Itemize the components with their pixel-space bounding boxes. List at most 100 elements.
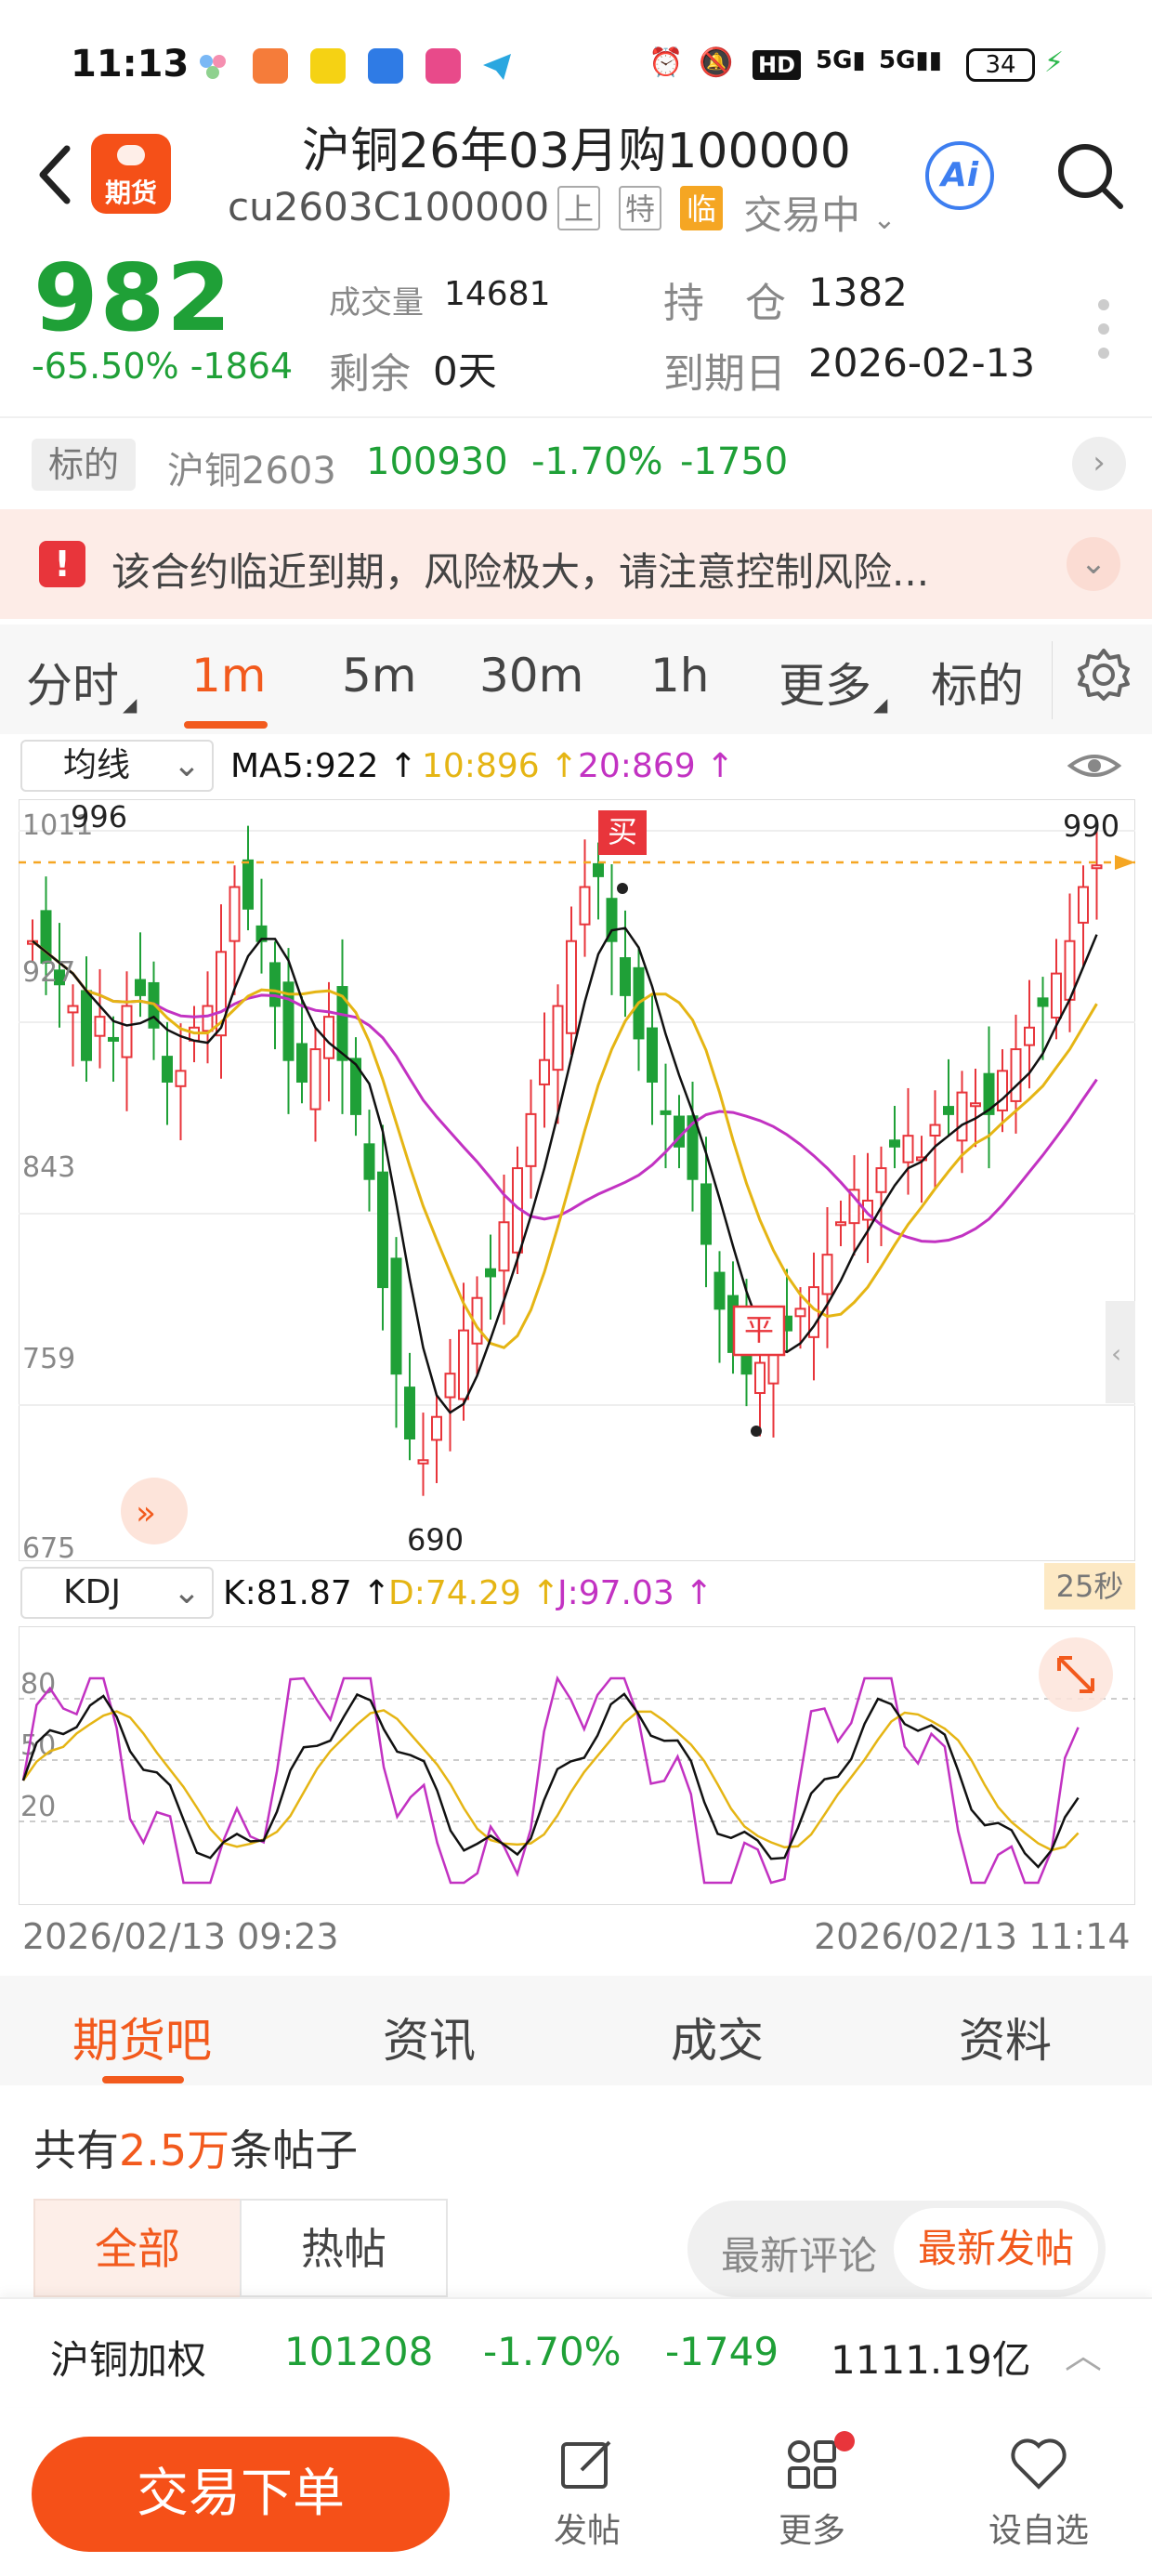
contract-title: 沪铜26年03月购100000 [302,124,851,179]
nav-watchlist-label: 设自选 [988,2512,1089,2550]
trade-order-button[interactable]: 交易下单 [32,2437,450,2552]
tab-forum[interactable]: 期货吧 [72,2014,212,2068]
ma5-line [32,927,1098,1414]
kdj-chart[interactable]: 80 50 20 [19,1626,1135,1905]
candlestick-chart[interactable]: 1011 927 843 759 675 996 690 990 买 平 » ‹ [19,799,1135,1561]
content-tab-underline [102,2076,184,2083]
risk-warning-text: 该合约临近到期，风险极大，请注意控制风险... [111,549,930,595]
kdj-label-50: 50 [20,1729,56,1762]
candle-body [336,986,348,1061]
kdj-frame [19,1626,1135,1905]
nav-more[interactable]: 更多 [756,2431,868,2552]
chevron-right-icon[interactable]: › [1072,437,1126,491]
tab-info[interactable]: 资料 [959,2014,1052,2068]
toggle-visibility-button[interactable] [1067,745,1122,786]
back-button[interactable] [26,138,82,212]
search-icon [1058,144,1123,209]
price-change: -65.50% -1864 [32,346,293,387]
chevron-down-icon: ⌄ [172,746,201,784]
close-marker-text: 平 [744,1312,774,1347]
ma10-value: 10:896 ↑ [422,747,579,785]
expand-chevron-icon[interactable]: ⌄ [1067,537,1120,591]
candle-body [566,940,577,1034]
k-value: K:81.87 ↑ [223,1574,391,1612]
index-ticker[interactable]: 沪铜加权 101208 -1.70% -1749 1111.19亿 ︿ [0,2297,1152,2407]
filter-hot[interactable]: 热帖 [240,2199,448,2297]
chevron-up-icon: ︿ [1065,2334,1102,2377]
nav-post[interactable]: 发帖 [531,2435,643,2552]
high-price-label: 996 [71,799,127,835]
change-pct: -65.50% [32,346,179,387]
candle-body [848,1189,860,1225]
ma-indicator-select[interactable]: 均线 ⌄ [20,740,214,792]
j-line [21,1675,1080,1885]
candle-body [1037,997,1049,1007]
tab-fenshi[interactable]: 分时 [26,659,119,713]
risk-warning-banner[interactable]: ! 该合约临近到期，风险极大，请注意控制风险... ⌄ [0,509,1152,619]
tab-active-underline [184,721,268,729]
candle-body [242,859,254,910]
ticker-change: -1749 [665,2329,779,2374]
mute-icon: 🔕 [699,46,734,79]
trading-status-text: 交易中 [743,192,861,238]
y-label-675: 675 [22,1532,75,1561]
tab-1h[interactable]: 1h [650,649,710,703]
warning-icon: ! [39,541,85,587]
tag-lin: 临 [680,186,723,230]
close-marker[interactable] [732,1305,786,1357]
buy-point [617,883,628,894]
candle-body [794,1308,806,1318]
gear-icon [1078,649,1130,701]
candle-body [162,1056,173,1083]
volume-label: 成交量 [329,284,424,322]
tab-30m[interactable]: 30m [479,649,584,703]
ticker-name: 沪铜加权 [50,2337,207,2383]
tab-more-dropdown-icon: ◢ [873,693,888,716]
k-line [21,1692,1080,1869]
candle-body [620,957,631,996]
more-vertical-icon[interactable] [1096,296,1111,370]
candle-body [997,1070,1008,1111]
tab-5m[interactable]: 5m [342,649,417,703]
candle-body [647,1027,658,1083]
trading-status[interactable]: 交易中 ⌄ [743,184,897,241]
candle-body [606,898,618,942]
candle-body [282,981,295,1061]
buy-marker[interactable] [598,810,647,855]
tab-underlying[interactable]: 标的 [931,659,1024,713]
tab-deals[interactable]: 成交 [671,2014,764,2068]
chart-side-handle[interactable] [1106,1301,1135,1403]
candle-body [525,1112,537,1167]
chart-settings-button[interactable] [1076,647,1132,703]
sort-latest-post[interactable]: 最新发帖 [894,2208,1098,2290]
buy-marker-text: 买 [608,814,637,849]
signal-5g-2-icon: 5G▮▮ [879,46,943,74]
kdj-indicator-select[interactable]: KDJ ⌄ [20,1567,214,1619]
tab-more[interactable]: 更多 [779,659,871,713]
kdj-label-20: 20 [20,1791,56,1823]
grid-icon [788,2440,836,2489]
sort-latest-comment[interactable]: 最新评论 [721,2233,878,2279]
candle-body [593,862,604,877]
fast-forward-button[interactable] [121,1478,188,1544]
candle-body [943,1106,954,1115]
tab-news[interactable]: 资讯 [383,2014,476,2068]
underlying-row[interactable]: 标的 沪铜2603 100930 -1.70% -1750 › [0,416,1152,506]
futures-app-logo: 期货 [91,134,171,214]
ai-assistant-button[interactable]: Ai [925,141,994,210]
candle-body [121,1005,133,1058]
search-button[interactable] [1054,139,1128,214]
candle-body [350,1058,361,1115]
candle-body [81,990,92,1061]
candle-body [687,1115,699,1180]
filter-all[interactable]: 全部 [33,2199,242,2297]
candle-body [444,1373,456,1399]
nav-add-watchlist[interactable]: 设自选 [983,2435,1094,2552]
status-time: 11:13 [71,43,190,85]
ai-label: Ai [940,156,979,194]
candle-body [458,1329,469,1400]
tab-1m[interactable]: 1m [191,649,267,703]
candle-body [269,962,281,1007]
charging-icon: ⚡ [1044,46,1065,79]
ma5-text: MA5:922 [230,747,379,785]
